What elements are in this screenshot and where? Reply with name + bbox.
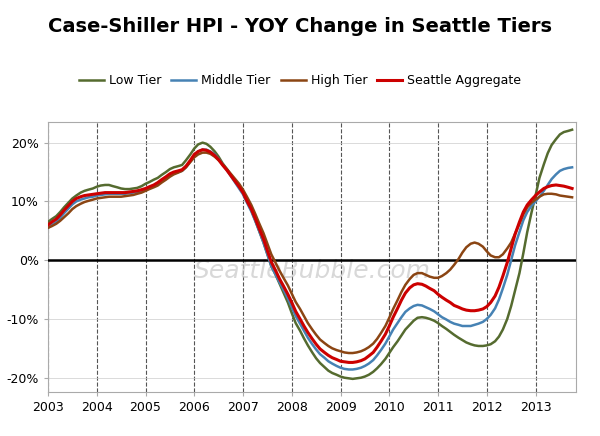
High Tier bbox=[398, 290, 405, 295]
Seattle Aggregate bbox=[187, 158, 194, 163]
High Tier bbox=[187, 160, 194, 165]
High Tier bbox=[44, 225, 52, 231]
Low Tier bbox=[394, 339, 401, 344]
High Tier bbox=[568, 195, 575, 200]
Middle Tier bbox=[568, 165, 575, 170]
Middle Tier bbox=[463, 324, 470, 329]
High Tier bbox=[439, 273, 446, 279]
Middle Tier bbox=[345, 367, 352, 372]
High Tier bbox=[272, 260, 279, 266]
Seattle Aggregate bbox=[321, 350, 328, 355]
Seattle Aggregate bbox=[44, 222, 52, 228]
Text: Case-Shiller HPI - YOY Change in Seattle Tiers: Case-Shiller HPI - YOY Change in Seattle… bbox=[48, 17, 552, 37]
Legend: Low Tier, Middle Tier, High Tier, Seattle Aggregate: Low Tier, Middle Tier, High Tier, Seattl… bbox=[74, 69, 526, 92]
Seattle Aggregate bbox=[398, 297, 405, 303]
Low Tier bbox=[434, 320, 442, 326]
Low Tier bbox=[316, 361, 323, 366]
Low Tier bbox=[187, 152, 194, 157]
Low Tier bbox=[268, 263, 275, 269]
Middle Tier bbox=[187, 159, 194, 164]
Middle Tier bbox=[199, 147, 206, 152]
High Tier bbox=[345, 351, 352, 356]
Seattle Aggregate bbox=[439, 295, 446, 300]
Seattle Aggregate bbox=[199, 147, 206, 152]
Middle Tier bbox=[439, 314, 446, 320]
Low Tier bbox=[44, 219, 52, 225]
Seattle Aggregate bbox=[345, 360, 352, 365]
Middle Tier bbox=[398, 314, 405, 320]
Low Tier bbox=[349, 376, 356, 382]
Line: High Tier: High Tier bbox=[48, 153, 572, 353]
Seattle Aggregate bbox=[463, 307, 470, 313]
Text: SeattleBubble.com: SeattleBubble.com bbox=[193, 259, 431, 283]
Seattle Aggregate bbox=[272, 268, 279, 273]
High Tier bbox=[321, 341, 328, 346]
Line: Seattle Aggregate: Seattle Aggregate bbox=[48, 150, 572, 362]
Low Tier bbox=[568, 127, 575, 133]
High Tier bbox=[199, 150, 206, 155]
Middle Tier bbox=[272, 272, 279, 277]
Middle Tier bbox=[321, 355, 328, 360]
Line: Low Tier: Low Tier bbox=[48, 130, 572, 379]
Middle Tier bbox=[44, 225, 52, 231]
Seattle Aggregate bbox=[568, 186, 575, 191]
Low Tier bbox=[459, 337, 466, 343]
Line: Middle Tier: Middle Tier bbox=[48, 150, 572, 369]
High Tier bbox=[463, 245, 470, 250]
